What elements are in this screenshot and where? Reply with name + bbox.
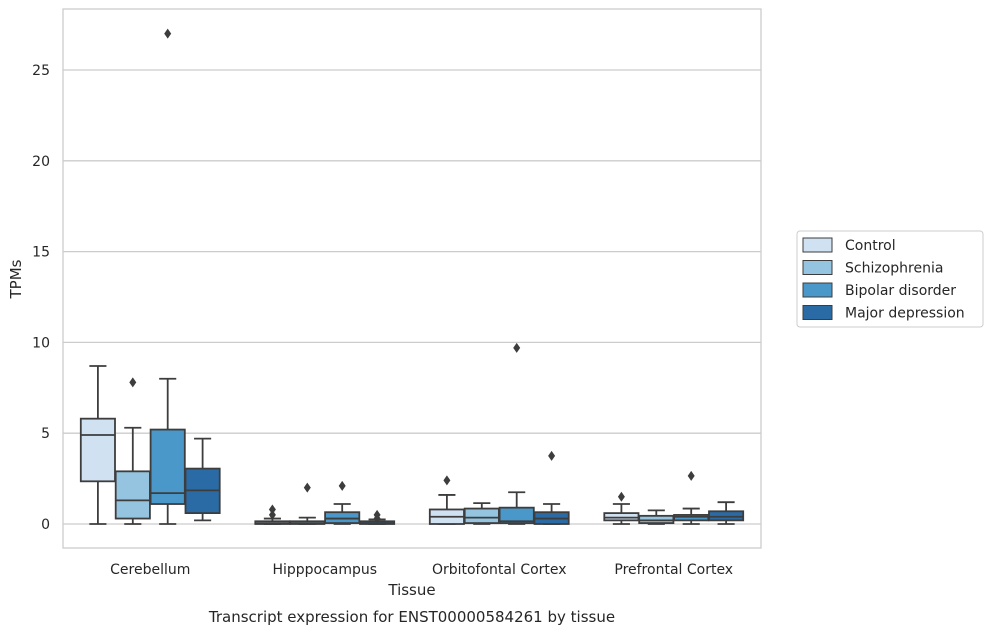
box-3-0: [603, 491, 640, 525]
box-2-0: [428, 475, 465, 525]
legend-swatch: [802, 260, 833, 275]
box-iqr: [603, 512, 640, 522]
y-axis-ticks: 0 5 10 15 20 25: [32, 63, 50, 533]
legend-swatch: [802, 237, 833, 253]
outlier-point: [268, 504, 276, 515]
legend: Control Schizophrenia Bipolar disorder Majo…: [796, 230, 984, 328]
y-tick-label: 10: [32, 335, 50, 351]
box-1-3: [359, 509, 396, 525]
box-iqr: [673, 514, 710, 522]
legend-swatch: [802, 282, 833, 298]
box-iqr: [708, 510, 745, 522]
box-iqr: [463, 507, 500, 524]
outlier-point: [548, 450, 556, 461]
y-tick-label: 25: [32, 63, 50, 79]
box-1-1: [289, 482, 326, 525]
outlier-point: [338, 480, 346, 491]
x-axis-label: Tissue: [387, 581, 435, 599]
box-2-1: [463, 502, 500, 525]
legend-label: Schizophrenia: [845, 261, 943, 277]
x-tick-label: Cerebellum: [110, 562, 190, 578]
outlier-point: [164, 28, 172, 39]
x-axis-ticks: Cerebellum Hipppocampus Orbitofontal Corte…: [110, 562, 733, 578]
box-0-0: [79, 365, 116, 525]
boxes-layer: [79, 28, 745, 525]
box-3-3: [708, 501, 745, 525]
y-tick-label: 15: [32, 245, 50, 261]
box-3-1: [638, 509, 675, 525]
box-1-2: [324, 480, 361, 525]
outlier-point: [617, 491, 625, 502]
y-tick-label: 0: [41, 517, 50, 533]
legend-swatch: [802, 305, 833, 320]
y-tick-label: 5: [41, 426, 50, 442]
box-0-1: [114, 377, 151, 525]
box-iqr: [324, 511, 361, 524]
legend-frame: [796, 230, 984, 328]
y-tick-label: 20: [32, 154, 50, 170]
box-1-0: [254, 504, 291, 525]
box-iqr: [149, 428, 186, 505]
legend-label: Bipolar disorder: [845, 283, 956, 299]
chart-caption: Transcript expression for ENST0000058426…: [208, 608, 615, 626]
outlier-point: [129, 377, 137, 388]
outlier-point: [373, 509, 381, 520]
outlier-point: [443, 475, 451, 486]
outlier-point: [268, 509, 276, 520]
box-iqr: [79, 417, 116, 483]
x-tick-label: Orbitofontal Cortex: [432, 562, 567, 578]
box-2-3: [533, 450, 570, 525]
y-axis-label: TPMs: [7, 259, 25, 299]
outlier-point: [687, 470, 695, 481]
x-tick-label: Hipppocampus: [272, 562, 377, 578]
outlier-point: [303, 482, 311, 493]
box-3-2: [673, 470, 710, 525]
legend-label: Control: [845, 238, 896, 254]
box-iqr: [114, 470, 151, 520]
plot-area: [62, 8, 762, 549]
outlier-point: [513, 342, 521, 353]
box-0-3: [184, 437, 221, 522]
box-0-2: [149, 28, 186, 525]
x-tick-label: Prefrontal Cortex: [614, 562, 733, 578]
box-iqr: [638, 514, 675, 524]
legend-label: Major depression: [845, 306, 965, 322]
